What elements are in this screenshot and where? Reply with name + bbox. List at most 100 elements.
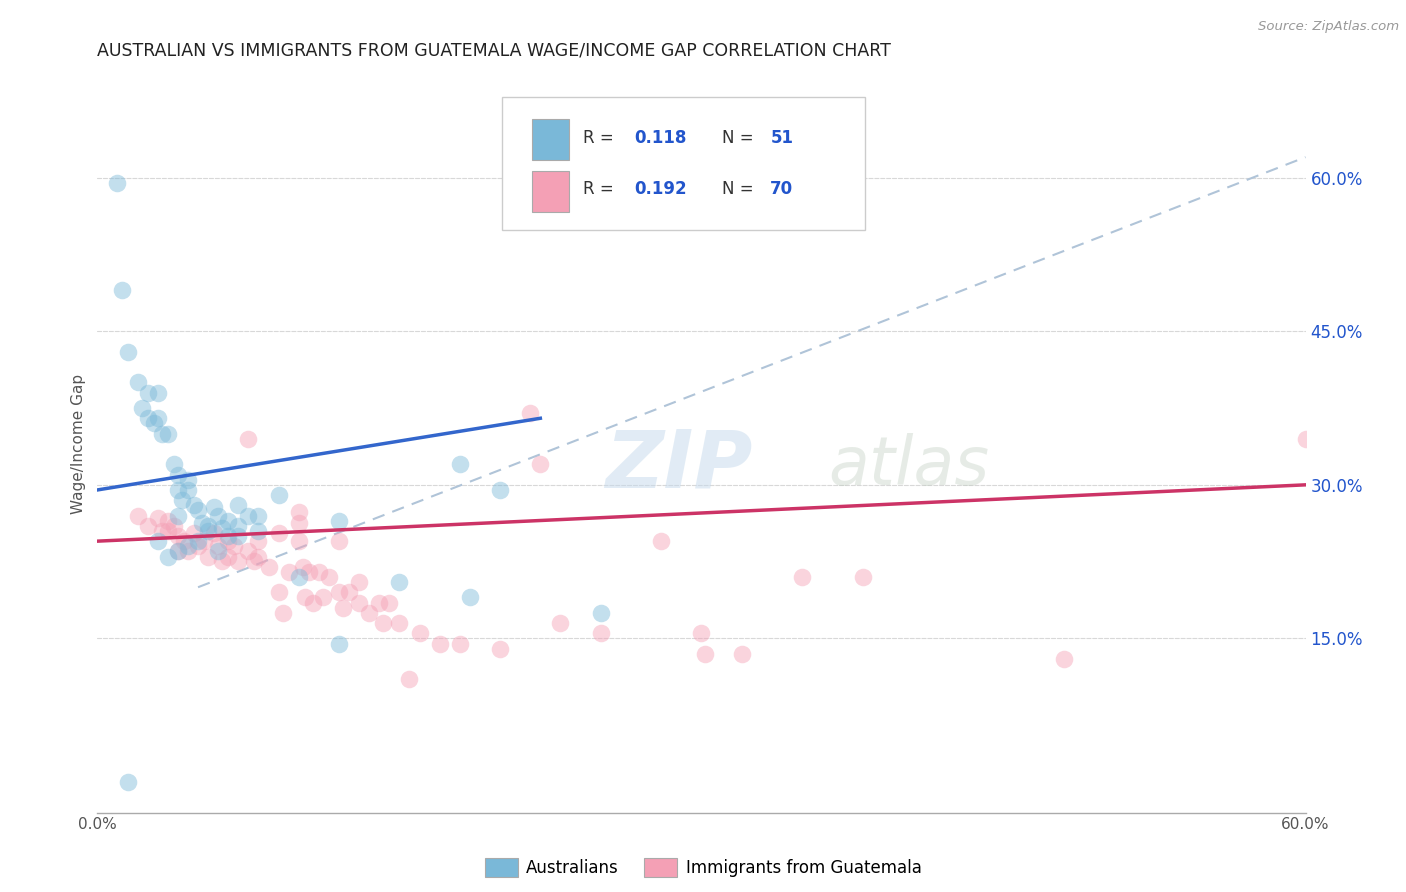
Text: N =: N = (721, 128, 759, 147)
Point (373, 616, 395, 631)
Point (238, 508, 260, 523)
Point (187, 534, 209, 549)
Text: N =: N = (721, 180, 759, 199)
Point (177, 544, 200, 558)
Point (177, 473, 200, 487)
Point (1053, 652, 1076, 666)
Point (301, 596, 323, 610)
Point (173, 534, 195, 549)
Point (167, 508, 190, 523)
Point (226, 518, 249, 533)
Point (347, 596, 370, 610)
Point (156, 524, 179, 538)
Point (156, 514, 179, 528)
Point (117, 344, 139, 359)
Point (136, 385, 159, 400)
Point (267, 525, 290, 540)
Point (287, 506, 309, 520)
Point (170, 493, 193, 508)
Point (328, 514, 350, 528)
Point (690, 626, 713, 640)
Point (177, 483, 200, 497)
FancyBboxPatch shape (502, 97, 865, 230)
Text: 70: 70 (770, 180, 793, 199)
Point (136, 518, 159, 533)
Point (167, 529, 190, 543)
Point (167, 483, 190, 497)
Point (378, 596, 401, 610)
Point (142, 417, 165, 431)
Point (110, 283, 132, 297)
Point (489, 641, 512, 656)
Legend: Australians, Immigrants from Guatemala: Australians, Immigrants from Guatemala (478, 851, 928, 884)
Point (146, 534, 169, 549)
Point (458, 591, 481, 605)
Point (211, 521, 233, 535)
Point (267, 585, 290, 599)
Point (287, 534, 309, 549)
Point (529, 458, 551, 472)
Text: ZIP: ZIP (605, 427, 752, 505)
Point (207, 508, 229, 523)
Point (238, 544, 260, 558)
Point (193, 534, 215, 549)
Bar (533, 120, 568, 160)
Point (257, 559, 280, 574)
Text: 0.192: 0.192 (634, 180, 686, 199)
Point (294, 591, 316, 605)
Point (589, 626, 612, 640)
Point (127, 508, 149, 523)
Point (291, 559, 314, 574)
Point (197, 518, 219, 533)
Bar (533, 171, 568, 211)
Point (328, 585, 350, 599)
Point (731, 647, 754, 661)
Point (408, 626, 430, 640)
Point (287, 570, 309, 584)
Point (163, 458, 186, 472)
Point (398, 673, 420, 687)
Text: AUSTRALIAN VS IMMIGRANTS FROM GUATEMALA WAGE/INCOME GAP CORRELATION CHART: AUSTRALIAN VS IMMIGRANTS FROM GUATEMALA … (97, 42, 891, 60)
Point (191, 516, 214, 530)
Point (243, 553, 266, 567)
Point (851, 570, 873, 584)
Point (489, 483, 512, 497)
Point (247, 549, 270, 564)
Point (131, 401, 153, 415)
Point (247, 534, 270, 549)
Point (150, 426, 173, 441)
Point (217, 514, 239, 528)
Point (1295, 432, 1317, 446)
Point (298, 565, 321, 579)
Point (183, 525, 205, 540)
Text: 0.118: 0.118 (634, 128, 686, 147)
Point (226, 498, 249, 512)
Point (790, 570, 813, 584)
Point (211, 553, 233, 567)
Point (156, 549, 179, 564)
Point (550, 616, 572, 631)
Point (163, 518, 186, 533)
Point (267, 488, 290, 502)
Point (388, 616, 411, 631)
Y-axis label: Wage/Income Gap: Wage/Income Gap (72, 374, 86, 514)
Point (328, 534, 350, 549)
Point (146, 411, 169, 425)
Point (449, 636, 471, 650)
Point (177, 539, 200, 553)
Point (368, 596, 391, 610)
Text: Source: ZipAtlas.com: Source: ZipAtlas.com (1258, 20, 1399, 33)
Point (589, 606, 612, 620)
Point (207, 544, 229, 558)
Point (207, 539, 229, 553)
Text: R =: R = (583, 180, 619, 199)
Point (695, 647, 717, 661)
Text: R =: R = (583, 128, 619, 147)
Point (226, 553, 249, 567)
Point (308, 565, 330, 579)
Point (217, 529, 239, 543)
Point (312, 591, 335, 605)
Point (388, 575, 411, 590)
Point (277, 565, 299, 579)
Point (167, 544, 190, 558)
